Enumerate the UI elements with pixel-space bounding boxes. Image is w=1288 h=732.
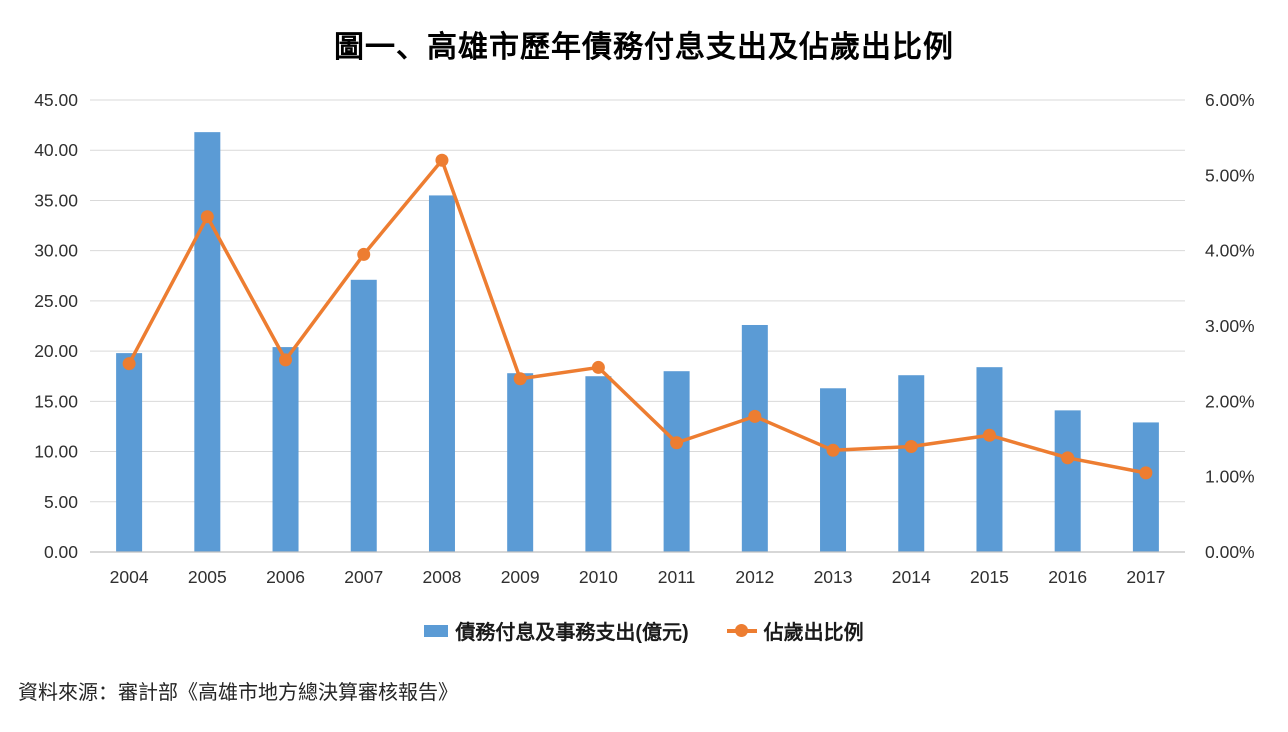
x-axis-label-2011: 2011: [658, 567, 696, 587]
x-axis-label-2007: 2007: [344, 567, 383, 587]
source-note: 資料來源：審計部《高雄市地方總決算審核報告》: [18, 682, 458, 704]
line-marker-2008: [435, 153, 449, 167]
x-axis-label-2005: 2005: [188, 567, 227, 587]
line-marker-2013: [826, 443, 840, 457]
bar-series-swatch-icon: [424, 624, 449, 637]
bar-2006: [272, 347, 299, 552]
line-marker-2009: [513, 372, 527, 386]
chart-plot-area: 0.00 5.00 10.00 15.00 20.00 25.00 30.00 35.00 40…: [34, 90, 1255, 587]
right-axis-tick-label: 1.00%: [1205, 467, 1255, 487]
x-axis-label-2015: 2015: [970, 567, 1009, 587]
chart-title: 圖一、高雄市歷年債務付息支出及佔歲出比例: [334, 31, 954, 64]
left-axis-tick-label: 10.00: [34, 442, 78, 462]
x-axis-label-2010: 2010: [579, 567, 618, 587]
x-axis-label-2014: 2014: [892, 567, 931, 587]
x-axis-label-2009: 2009: [501, 567, 540, 587]
line-marker-2005: [200, 210, 214, 224]
line-marker-2015: [982, 428, 996, 442]
x-axis-label-2012: 2012: [735, 567, 774, 587]
bar-2011: [663, 371, 690, 552]
left-axis-tick-label: 20.00: [34, 341, 78, 361]
x-axis-label-2004: 2004: [110, 567, 149, 587]
right-axis-tick-label: 4.00%: [1205, 241, 1255, 261]
bar-2005: [194, 132, 221, 553]
left-axis-tick-label: 30.00: [34, 241, 78, 261]
x-axis-label-2017: 2017: [1126, 567, 1165, 587]
x-axis-label-2016: 2016: [1048, 567, 1087, 587]
bar-2004: [116, 353, 143, 552]
bar-2009: [507, 373, 534, 552]
left-axis-tick-label: 15.00: [34, 391, 78, 411]
bar-2010: [585, 376, 612, 552]
ratio-trend-line: [127, 158, 1147, 475]
line-swatch-dot: [735, 624, 749, 637]
bar-2013: [820, 388, 847, 552]
right-axis-tick-label: 5.00%: [1205, 165, 1255, 185]
line-marker-2006: [279, 353, 293, 367]
line-marker-2014: [904, 440, 918, 454]
legend-bar-label: 債務付息及事務支出(億元): [455, 622, 689, 644]
line-marker-2016: [1061, 451, 1075, 465]
legend-line-label: 佔歲出比例: [763, 622, 864, 644]
left-axis-tick-label: 40.00: [34, 140, 78, 160]
chart-legend: 債務付息及事務支出(億元) 佔歲出比例: [0, 616, 1288, 645]
bar-2016: [1054, 410, 1081, 552]
left-axis-tick-label: 25.00: [34, 291, 78, 311]
bar-2007: [350, 279, 377, 552]
x-axis-label-2008: 2008: [422, 567, 461, 587]
right-axis-tick-label: 3.00%: [1205, 316, 1255, 336]
line-series-marker-icon: [726, 624, 757, 637]
bar-2017: [1132, 422, 1159, 552]
line-marker-2012: [748, 409, 762, 423]
x-axis-label-2013: 2013: [814, 567, 853, 587]
bar-2008: [428, 195, 455, 552]
left-axis-tick-label: 35.00: [34, 190, 78, 210]
bar-2015: [976, 367, 1003, 552]
right-axis-tick-label: 0.00%: [1205, 542, 1255, 562]
left-axis-tick-label: 0.00: [44, 542, 78, 562]
line-marker-2011: [670, 436, 684, 450]
legend-item-bar-series: 債務付息及事務支出(億元): [424, 616, 689, 645]
bar-2014: [898, 375, 925, 552]
right-axis-tick-label: 6.00%: [1205, 90, 1255, 110]
line-marker-2017: [1139, 466, 1153, 480]
left-axis-tick-label: 5.00: [44, 492, 78, 512]
left-axis-tick-label: 45.00: [34, 90, 78, 110]
legend-item-line-series: 佔歲出比例: [726, 616, 864, 645]
line-marker-2004: [122, 357, 136, 371]
line-marker-2007: [357, 247, 371, 261]
bar-2012: [741, 324, 768, 552]
line-marker-2010: [591, 360, 605, 374]
right-axis-tick-label: 2.00%: [1205, 391, 1255, 411]
x-axis-label-2006: 2006: [266, 567, 305, 587]
